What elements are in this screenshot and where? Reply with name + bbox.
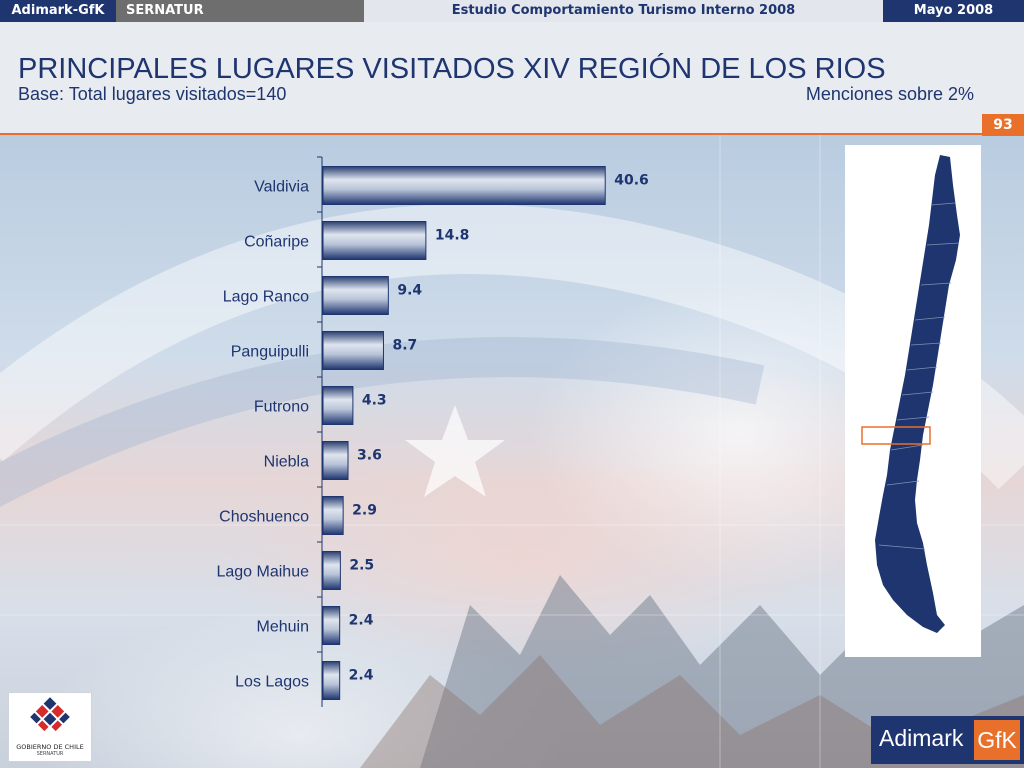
category-label: Mehuin [257,619,309,636]
region-borders [878,202,960,550]
bar-2 [322,276,389,315]
header-divider [0,133,1024,135]
category-label: Lago Ranco [223,289,309,306]
bar-0 [322,166,606,205]
page-number-badge: 93 [982,114,1024,136]
value-label: 2.9 [352,503,377,519]
category-label: Lago Maihue [216,564,309,581]
government-logo: GOBIERNO DE CHILE SERNATUR [8,692,92,762]
value-label: 40.6 [614,173,649,189]
bar-6 [322,496,344,535]
bar-8 [322,606,341,645]
adimark-logo-name: Adimark [879,725,964,751]
header-panel: PRINCIPALES LUGARES VISITADOS XIV REGIÓN… [0,22,1024,133]
category-label: Valdivia [254,179,309,196]
brand-label: Adimark-GfK [0,0,116,22]
government-logo-subtext: SERNATUR [36,751,64,757]
value-label: 2.4 [349,668,374,684]
bar-9 [322,661,341,700]
category-label: Niebla [264,454,309,471]
category-label: Panguipulli [231,344,309,361]
value-label: 2.5 [349,558,374,574]
bar-7 [322,551,341,590]
adimark-logo: Adimark GfK [871,716,1024,764]
client-label: SERNATUR [116,0,364,22]
value-label: 9.4 [397,283,422,299]
highlight-region-box [861,426,931,445]
value-label: 8.7 [392,338,417,354]
government-emblem-icon [30,697,70,732]
bar-1 [322,221,427,260]
chile-map-shape [861,155,960,633]
study-label: Estudio Comportamiento Turismo Interno 2… [364,0,883,22]
bar-3 [322,331,384,370]
value-label: 2.4 [349,613,374,629]
category-label: Los Lagos [235,674,309,691]
chile-map [845,145,981,657]
value-label: 3.6 [357,448,382,464]
value-label: 14.8 [435,228,470,244]
base-note: Base: Total lugares visitados=140 [18,84,287,104]
date-label: Mayo 2008 [883,0,1024,22]
government-logo-text: GOBIERNO DE CHILE [16,743,84,751]
bar-4 [322,386,354,425]
top-bar: Adimark-GfK SERNATUR Estudio Comportamie… [0,0,1024,22]
category-label: Choshuenco [219,509,309,526]
category-label: Coñaripe [244,234,309,251]
value-label: 4.3 [362,393,387,409]
page-title: PRINCIPALES LUGARES VISITADOS XIV REGIÓN… [18,53,886,85]
chile-country-shape [875,155,960,633]
adimark-logo-gfk: GfK [974,720,1020,760]
bar-5 [322,441,349,480]
mentions-note: Menciones sobre 2% [805,84,974,104]
category-label: Futrono [254,399,309,416]
